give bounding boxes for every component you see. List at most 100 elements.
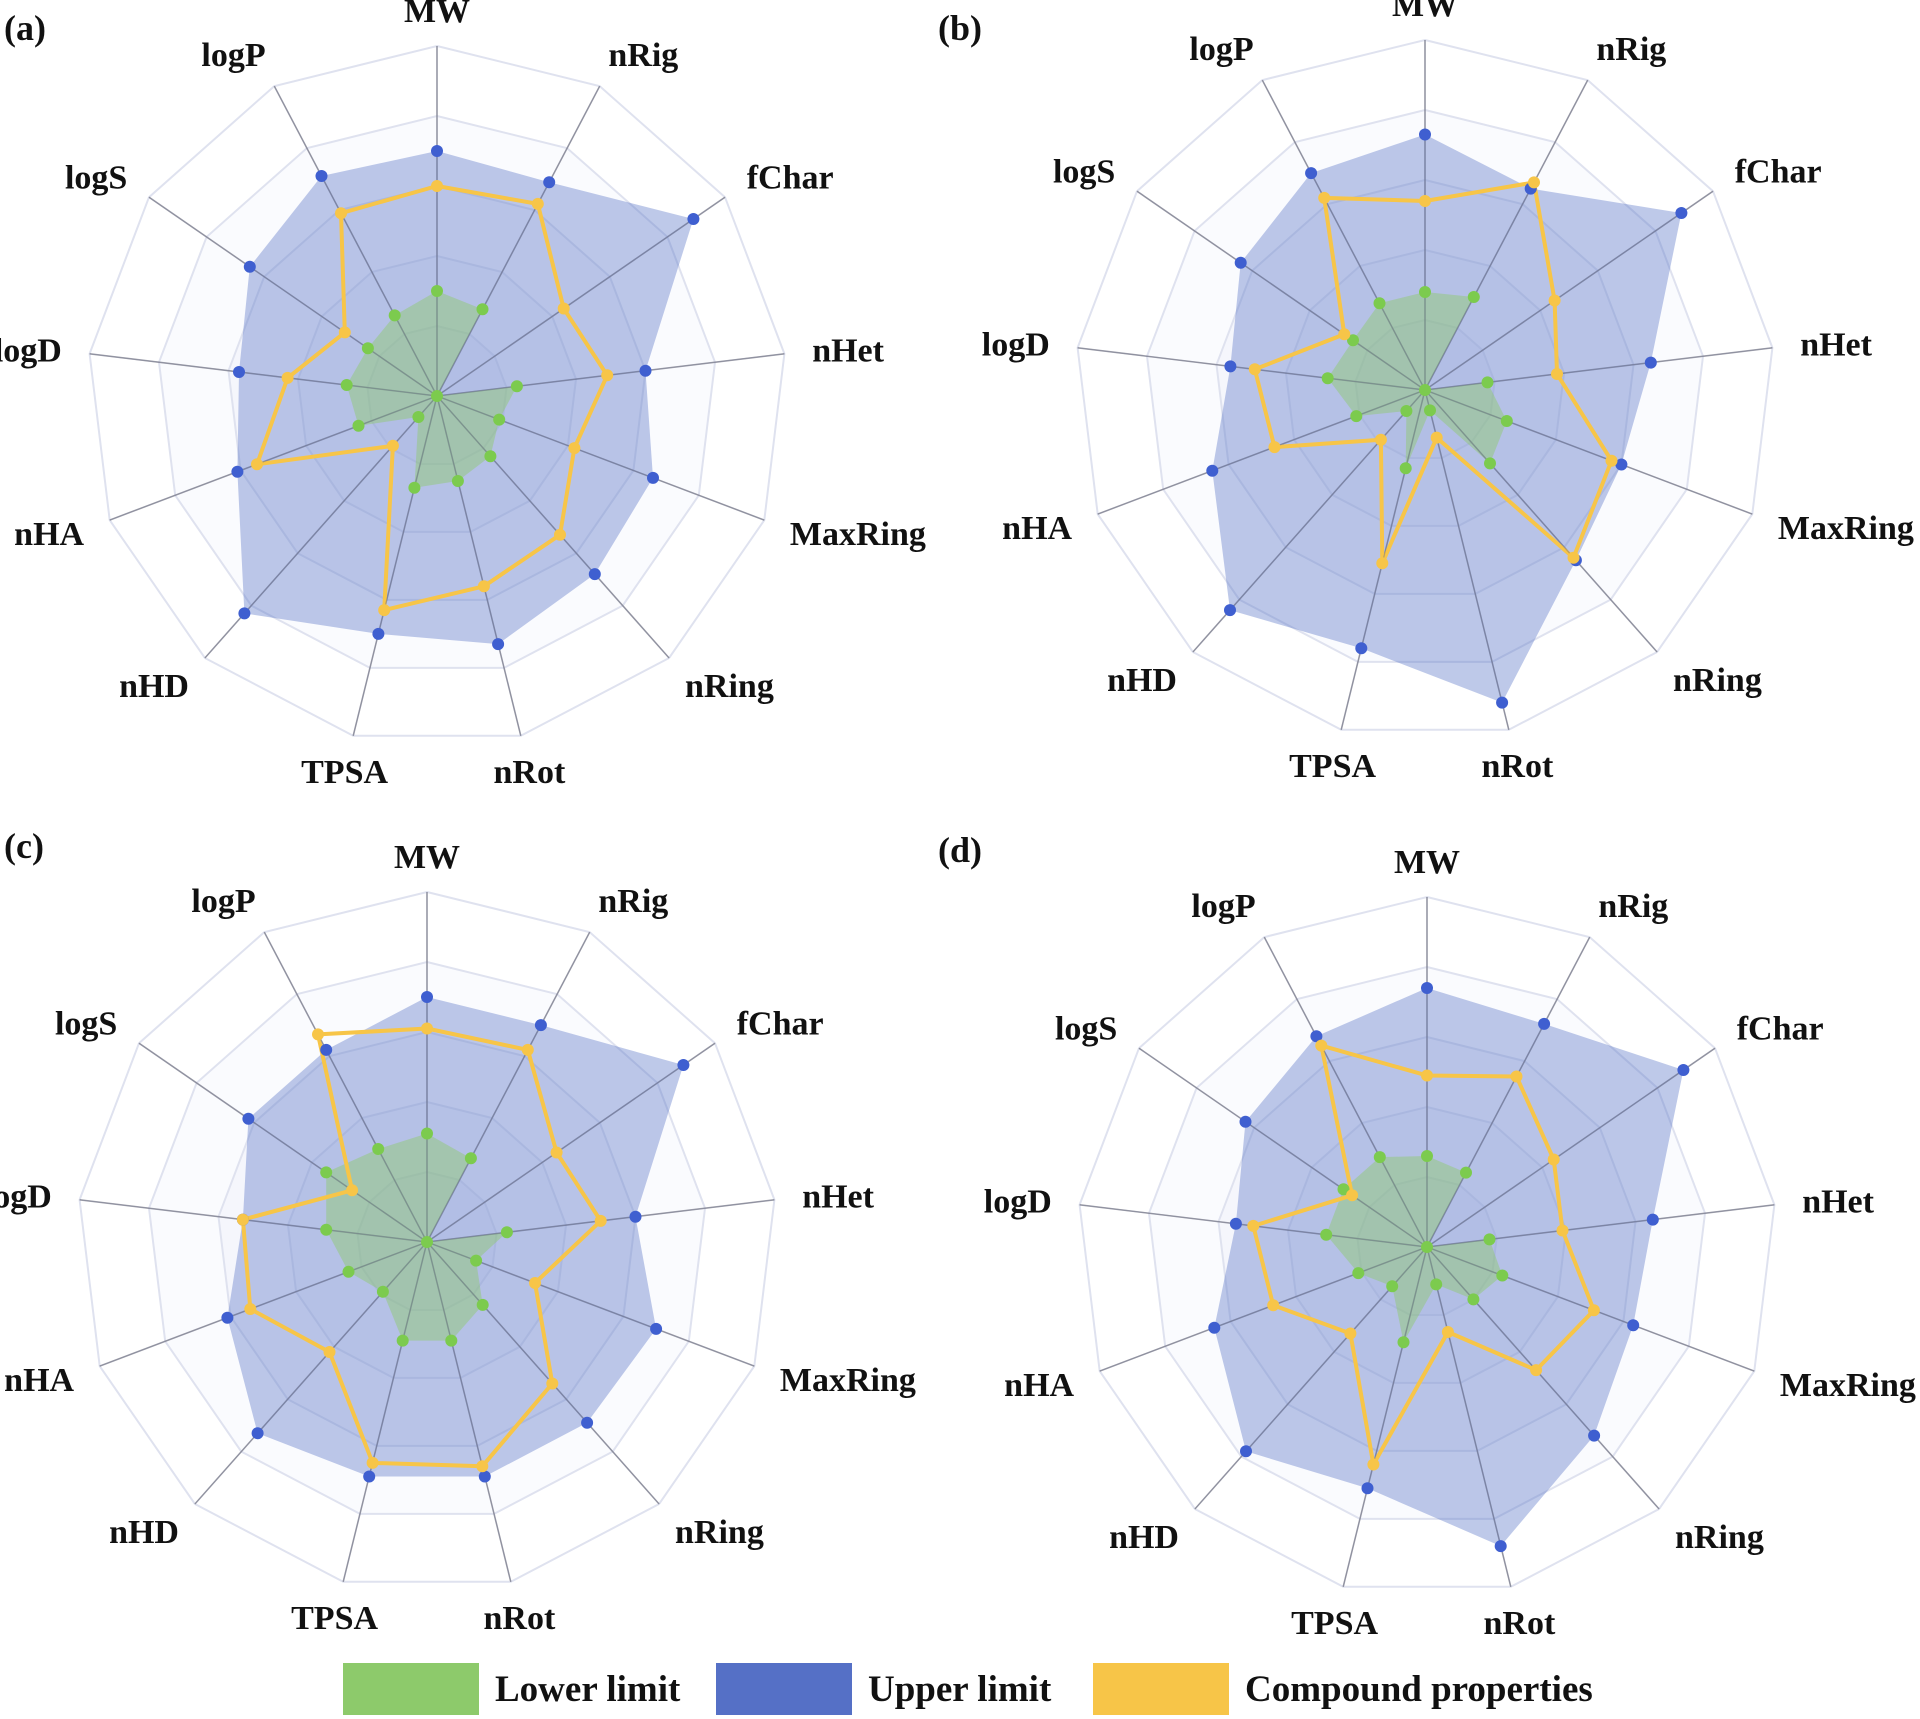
axis-spoke — [109, 395, 438, 521]
lower-limit-area — [346, 291, 517, 488]
compound-properties-point-nRig — [1528, 176, 1540, 189]
upper-limit-point-nRot — [1494, 1540, 1507, 1553]
upper-limit-point-nHD — [251, 1427, 264, 1440]
axis-label-nHD: nHD — [1107, 662, 1177, 699]
lower-limit-point-logP — [388, 309, 401, 322]
axis-spoke-overlay — [1424, 389, 1753, 515]
axis-label-nRig: nRig — [1598, 888, 1668, 925]
upper-limit-point-MaxRing — [1615, 458, 1628, 471]
upper-limit-area — [237, 151, 694, 645]
upper-limit-point-MaxRing — [650, 1322, 663, 1335]
lower-limit-point-logS — [361, 342, 374, 355]
compound-properties-point-TPSA — [378, 604, 391, 617]
axis-spoke — [436, 395, 765, 521]
upper-limit-point-logP — [320, 1043, 333, 1056]
lower-limit-point-nHet — [510, 380, 523, 393]
axis-spoke — [194, 1241, 428, 1505]
axis-spoke-overlay — [263, 931, 428, 1243]
lower-limit-point-nRot — [445, 1334, 458, 1347]
legend: Lower limit Upper limit Compound propert… — [0, 1663, 1920, 1715]
axis-label-nRing: nRing — [1675, 1519, 1764, 1556]
upper-limit-point-nRig — [534, 1019, 547, 1032]
compound-properties-point-nHD — [1374, 433, 1387, 446]
lower-limit-point-MaxRing — [1496, 1269, 1509, 1282]
panel-label: (a) — [4, 8, 46, 48]
lower-limit-point-MW — [1421, 1150, 1433, 1162]
compound-properties-point-MW — [1421, 1069, 1433, 1082]
compound-properties-point-nRing — [1567, 551, 1580, 564]
axis-label-MaxRing: MaxRing — [1778, 510, 1914, 547]
axis-label-logP: logP — [201, 37, 265, 74]
upper-limit-point-MaxRing — [1627, 1319, 1640, 1332]
legend-item-lower-limit: Lower limit — [343, 1663, 680, 1715]
compound-properties-point-logS — [1346, 1189, 1359, 1202]
upper-limit-point-logP — [315, 170, 328, 182]
upper-limit-point-MW — [421, 991, 433, 1003]
legend-label-upper-limit: Upper limit — [868, 1668, 1052, 1710]
axis-spoke-overlay — [1261, 79, 1426, 391]
lower-limit-point-MaxRing — [1500, 415, 1513, 427]
compound-properties-point-TPSA — [1376, 557, 1389, 570]
axis-label-nRot: nRot — [1484, 1605, 1556, 1642]
upper-limit-point-fChar — [1675, 207, 1688, 219]
axis-spoke-overlay — [1136, 190, 1426, 391]
upper-limit-point-logP — [1305, 167, 1318, 180]
lower-limit-point-nHet — [1483, 1233, 1496, 1246]
axis-spoke-overlay — [273, 85, 438, 397]
axis-spoke-overlay — [1099, 1246, 1428, 1372]
axis-spoke-overlay — [436, 395, 522, 736]
upper-limit-point-nHA — [231, 465, 244, 478]
lower-limit-point-nHA — [1352, 1267, 1365, 1280]
lower-limit-point-TPSA — [408, 481, 421, 494]
axis-label-TPSA: TPSA — [301, 754, 388, 791]
axis-spoke-overlay — [1342, 1246, 1428, 1587]
axis-spoke — [1424, 389, 1753, 515]
compound-properties-point-nRing — [554, 528, 566, 541]
upper-limit-point-nRig — [1538, 1017, 1551, 1030]
compound-properties-point-logP — [335, 207, 347, 220]
axis-label-fChar: fChar — [1737, 1011, 1824, 1048]
lower-limit-point-TPSA — [396, 1334, 409, 1347]
axis-spoke — [342, 1241, 428, 1582]
axis-label-nHet: nHet — [1802, 1184, 1874, 1221]
upper-limit-point-fChar — [677, 1059, 690, 1071]
lower-limit-point-nRot — [1430, 1278, 1443, 1291]
lower-limit-area — [1327, 292, 1507, 469]
upper-limit-point-nHet — [639, 364, 652, 377]
legend-item-compound-properties: Compound properties — [1093, 1663, 1593, 1715]
upper-limit-point-logS — [242, 1112, 255, 1125]
axis-label-nHD: nHD — [1109, 1519, 1179, 1556]
lower-limit-point-TPSA — [1397, 1336, 1410, 1349]
axis-label-fChar: fChar — [747, 160, 834, 197]
axis-label-nRing: nRing — [675, 1514, 764, 1551]
axis-spoke-overlay — [426, 1042, 716, 1243]
axis-label-MaxRing: MaxRing — [790, 516, 926, 553]
upper-limit-area — [1212, 134, 1682, 703]
axis-spoke — [1424, 389, 1658, 653]
axis-label-logD: logD — [0, 333, 62, 370]
compound-properties-point-nHet — [601, 369, 614, 382]
compound-properties-point-nRig — [1510, 1070, 1523, 1083]
axis-spoke — [436, 395, 670, 659]
panel-label: (d) — [938, 830, 982, 870]
lower-limit-point-fChar — [1421, 1241, 1433, 1253]
lower-limit-point-nRig — [1460, 1166, 1472, 1179]
compound-properties-point-nRot — [1430, 431, 1443, 444]
legend-swatch-compound-properties — [1093, 1663, 1229, 1715]
radar-panel-b: MW nRig fChar nHet MaxRing nRing nRot TPSA nHD nH… — [938, 0, 1914, 785]
upper-limit-point-logS — [243, 260, 256, 273]
axis-spoke — [1426, 1047, 1716, 1248]
axis-label-nHA: nHA — [4, 1362, 74, 1399]
axis-label-nRot: nRot — [494, 754, 566, 791]
axis-spoke — [99, 1241, 428, 1367]
compound-properties-point-MW — [421, 1022, 433, 1035]
lower-limit-point-nRing — [1484, 457, 1496, 470]
axis-spoke — [1138, 1047, 1428, 1248]
lower-limit-point-nHA — [1350, 410, 1363, 423]
radar-panel-a: MW nRig fChar nHet MaxRing nRing nRot TPSA nHD nH… — [0, 0, 926, 791]
lower-limit-point-logD — [1321, 372, 1334, 385]
axis-spoke-overlay — [1263, 936, 1428, 1248]
compound-properties-point-nHD — [386, 439, 399, 452]
axis-spoke — [1097, 389, 1426, 515]
lower-limit-point-logS — [1337, 1183, 1350, 1196]
